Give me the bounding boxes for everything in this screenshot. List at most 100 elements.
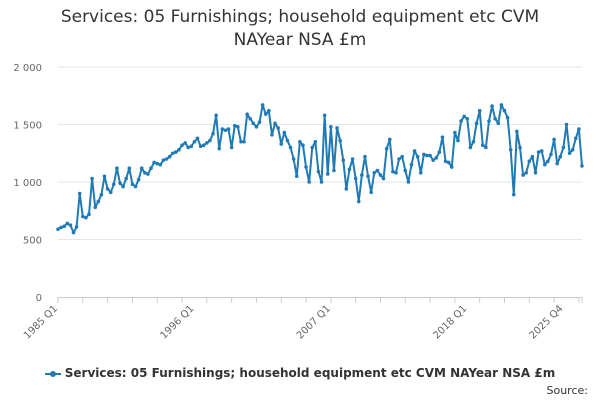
data-point <box>282 130 287 135</box>
data-point <box>508 148 513 152</box>
data-point <box>573 136 578 141</box>
data-point <box>406 180 411 184</box>
data-point <box>546 159 550 164</box>
data-point <box>291 157 296 161</box>
data-point <box>387 137 392 142</box>
data-point <box>511 192 516 197</box>
data-point <box>105 187 110 191</box>
data-point <box>325 172 330 176</box>
data-point <box>223 128 228 133</box>
data-point <box>564 122 569 127</box>
data-point <box>459 119 463 123</box>
data-point <box>527 159 532 164</box>
data-point <box>124 176 129 181</box>
data-point <box>294 174 299 179</box>
data-point <box>285 138 290 143</box>
y-tick-label: 1 500 <box>13 121 42 132</box>
data-point <box>332 168 336 173</box>
data-point <box>99 192 104 197</box>
data-point <box>412 149 417 153</box>
chart-title-line-1: Services: 05 Furnishings; household equi… <box>60 7 540 27</box>
data-point <box>502 108 507 113</box>
data-point <box>456 138 460 143</box>
x-tick-label: 1985 Q1 <box>22 303 60 341</box>
data-point <box>257 120 262 124</box>
data-point <box>471 139 476 144</box>
data-point <box>56 227 60 231</box>
data-point <box>226 127 231 131</box>
data-point <box>335 126 339 130</box>
data-point <box>539 149 544 153</box>
data-point <box>68 223 73 227</box>
grid-lines <box>58 66 582 240</box>
data-point <box>580 164 584 168</box>
source-label: Source: <box>546 384 589 397</box>
data-point <box>378 173 383 177</box>
data-point <box>136 177 141 182</box>
data-point <box>443 159 448 164</box>
data-point <box>127 166 132 170</box>
data-point <box>167 154 172 159</box>
data-point <box>480 143 485 147</box>
data-point <box>341 158 346 162</box>
data-point <box>515 129 519 134</box>
data-point <box>93 205 98 210</box>
data-point <box>310 145 315 150</box>
data-point <box>189 144 194 149</box>
data-point <box>186 145 191 150</box>
data-point <box>381 176 386 181</box>
data-point <box>195 136 200 141</box>
data-point <box>251 121 256 126</box>
data-point <box>329 125 333 129</box>
data-point <box>102 174 107 179</box>
data-point <box>533 171 538 175</box>
data-point <box>205 141 209 145</box>
data-point <box>549 152 553 157</box>
data-point <box>164 157 169 161</box>
data-point <box>313 139 318 144</box>
data-point <box>198 144 203 149</box>
data-point <box>146 172 150 176</box>
data-point <box>245 112 249 116</box>
data-point <box>112 182 116 187</box>
data-point <box>437 150 442 154</box>
data-point <box>158 162 163 167</box>
y-axis-ticks: 0 500 1 000 1 500 2 000 <box>13 63 42 304</box>
data-point <box>350 157 355 161</box>
data-point <box>232 123 237 128</box>
legend[interactable]: Services: 05 Furnishings; household equi… <box>0 366 600 380</box>
data-point <box>403 168 408 173</box>
data-point <box>270 133 274 137</box>
data-point <box>139 166 144 170</box>
data-point <box>474 121 479 126</box>
data-point <box>143 171 147 175</box>
data-point <box>288 145 293 150</box>
data-point <box>276 126 280 130</box>
data-point <box>499 103 504 107</box>
data-point <box>65 221 70 226</box>
data-point <box>242 139 246 144</box>
data-point <box>298 139 302 144</box>
data-point <box>96 199 101 204</box>
data-point <box>400 154 404 159</box>
data-point <box>487 119 491 123</box>
data-point <box>493 116 497 121</box>
y-tick-label: 2 000 <box>13 63 42 74</box>
data-point <box>170 151 175 156</box>
data-point <box>62 224 67 229</box>
data-point <box>229 145 234 150</box>
x-tick-label: 2025 Q4 <box>527 303 565 341</box>
data-point <box>477 108 482 113</box>
data-point <box>316 169 321 174</box>
data-point <box>180 143 184 147</box>
data-point <box>177 148 181 152</box>
y-tick-label: 0 <box>36 293 42 304</box>
data-point <box>236 125 240 129</box>
data-point <box>356 199 361 204</box>
data-point <box>130 182 135 187</box>
data-point <box>322 113 327 118</box>
data-point <box>465 116 470 121</box>
x-tick-label: 2018 Q1 <box>431 303 469 341</box>
data-point <box>409 162 414 167</box>
